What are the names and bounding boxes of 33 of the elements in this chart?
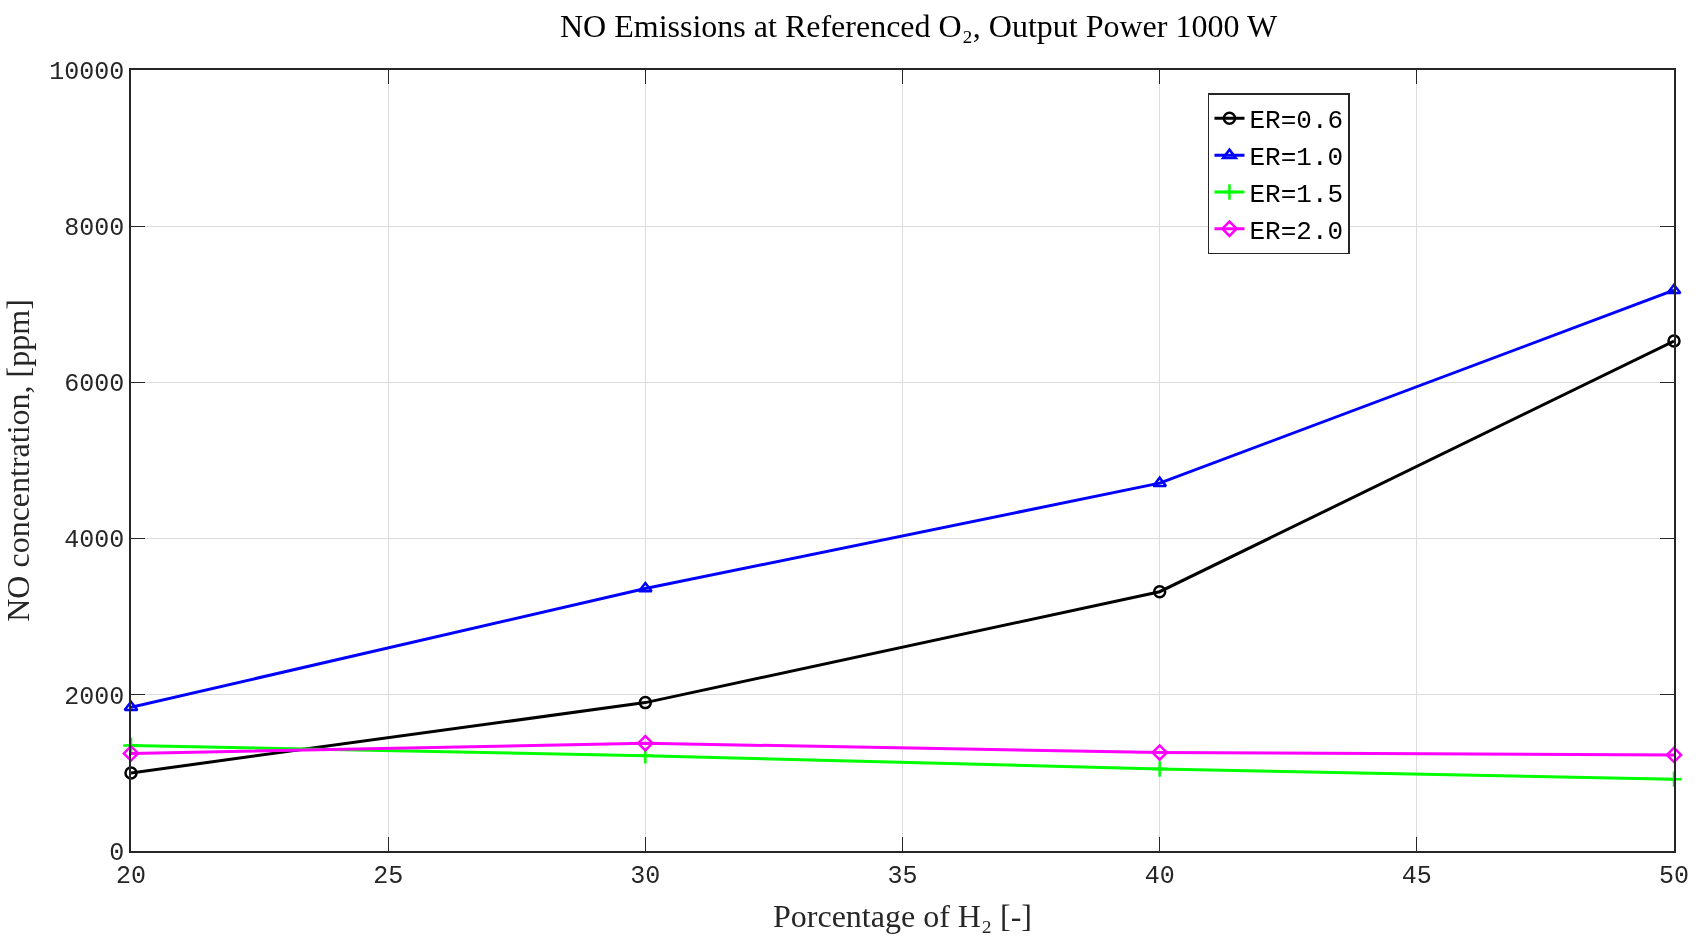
point [1666,283,1682,295]
point [1667,334,1681,348]
x-tick-label: 45 [1401,861,1432,891]
x-tick-label: 50 [1658,861,1690,891]
y-tick-label: 8000 [64,213,125,243]
x-tick-label: 20 [115,861,147,891]
point [122,744,140,762]
legend-label: ER=1.5 [1249,180,1344,211]
point [123,700,139,712]
y-tick-label: 10000 [49,57,125,87]
point [637,581,653,593]
x-axis-title: Porcentage of H₂ [-] [772,898,1033,935]
x-tick-label: 25 [373,861,404,891]
point [638,695,653,710]
y-tick-label: 2000 [64,682,125,712]
chart-title: NO Emissions at Referenced O₂, Output Power 1000 W [559,7,1278,44]
legend-label: ER=2.0 [1249,216,1344,247]
point [1152,584,1167,599]
point [124,766,138,780]
legend-label: ER=0.6 [1249,106,1344,137]
point [1152,476,1168,488]
point [636,734,654,752]
point [1151,744,1169,761]
x-tick-label: 40 [1144,861,1175,891]
y-axis-title: NO concentration, [ppm] [0,299,36,622]
point [1665,746,1683,764]
point [1665,770,1683,789]
y-tick-label: 4000 [64,526,125,556]
x-tick-label: 35 [887,861,918,891]
y-tick-label: 6000 [64,370,125,400]
legend-label: ER=1.0 [1249,143,1344,174]
point [1150,760,1169,778]
x-tick-label: 30 [630,861,661,891]
